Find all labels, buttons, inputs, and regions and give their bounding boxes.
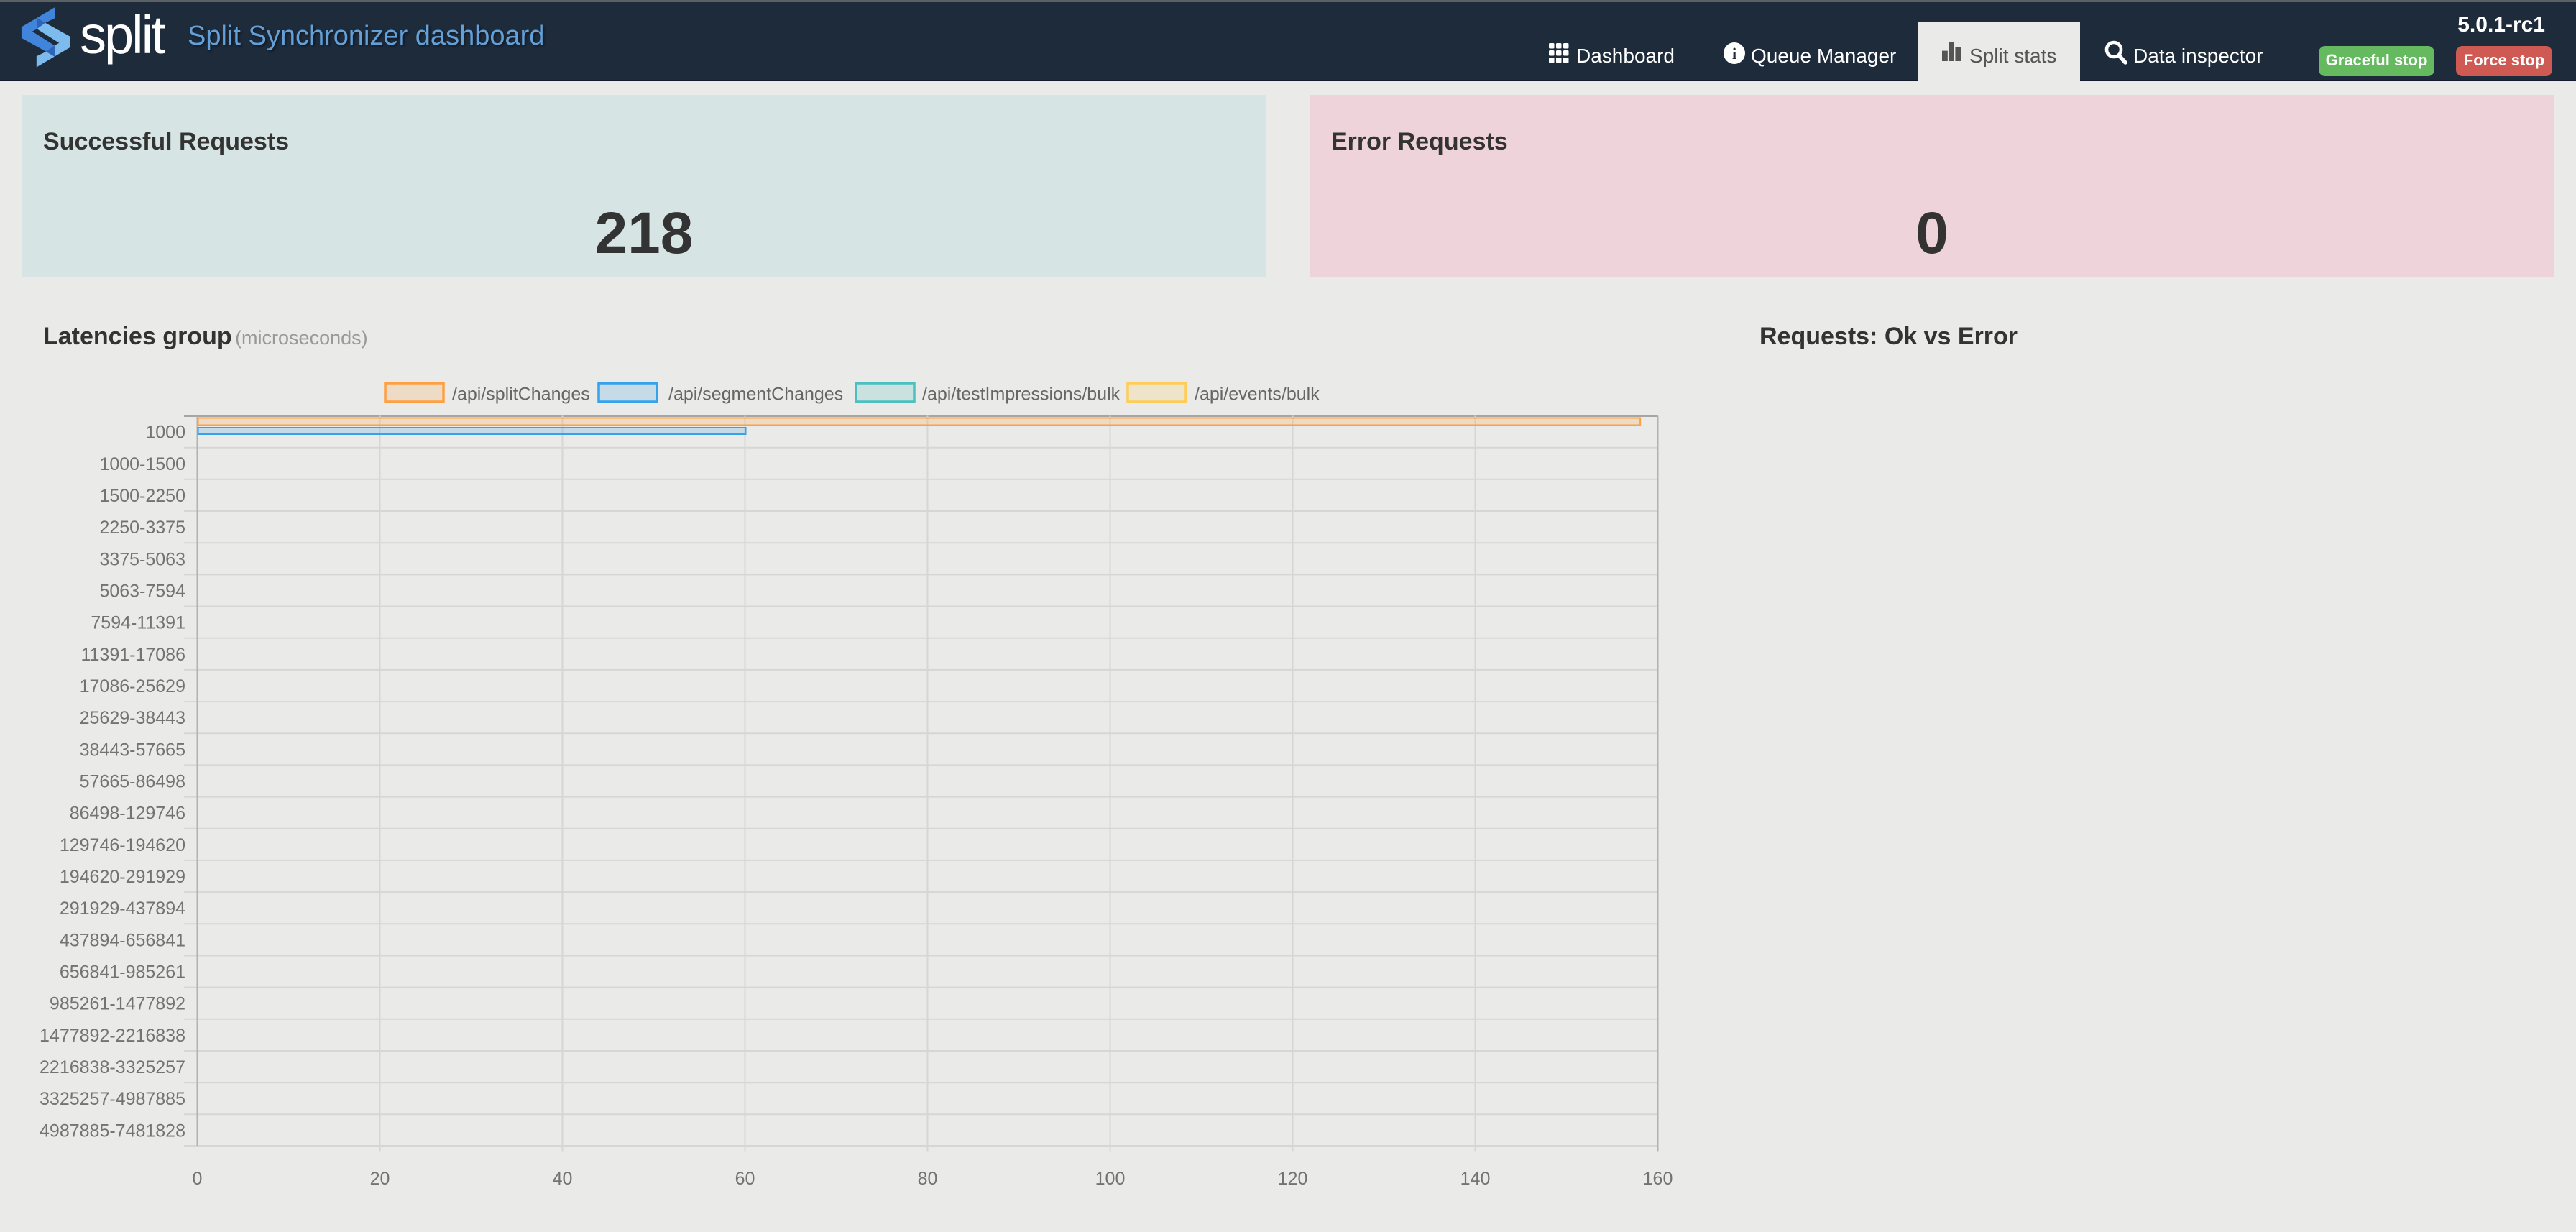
svg-text:1477892-2216838: 1477892-2216838 [40,1026,185,1046]
svg-text:437894-656841: 437894-656841 [60,930,185,950]
svg-text:17086-25629: 17086-25629 [80,676,185,697]
svg-text:100: 100 [1095,1169,1126,1189]
svg-text:38443-57665: 38443-57665 [80,740,185,760]
svg-text:20: 20 [370,1169,390,1189]
svg-text:/api/segmentChanges: /api/segmentChanges [668,385,843,405]
svg-text:11391-17086: 11391-17086 [80,645,185,665]
svg-text:0: 0 [193,1169,203,1189]
svg-text:i: i [1732,45,1736,63]
svg-text:57665-86498: 57665-86498 [80,772,185,792]
svg-text:80: 80 [918,1169,938,1189]
svg-text:4987885-7481828: 4987885-7481828 [40,1121,185,1141]
svg-text:7594-11391: 7594-11391 [91,613,185,633]
svg-text:120: 120 [1278,1169,1308,1189]
svg-text:291929-437894: 291929-437894 [60,898,185,919]
svg-text:25629-38443: 25629-38443 [80,708,185,728]
svg-text:/api/splitChanges: /api/splitChanges [452,385,590,405]
svg-text:1500-2250: 1500-2250 [99,486,185,506]
svg-text:140: 140 [1460,1169,1491,1189]
svg-text:1000: 1000 [145,423,185,443]
svg-text:129746-194620: 129746-194620 [60,835,185,855]
svg-text:5063-7594: 5063-7594 [99,581,185,602]
svg-text:/api/testImpressions/bulk: /api/testImpressions/bulk [922,385,1121,405]
svg-text:/api/events/bulk: /api/events/bulk [1195,385,1320,405]
svg-text:194620-291929: 194620-291929 [60,867,185,887]
svg-text:86498-129746: 86498-129746 [70,804,185,824]
svg-text:3375-5063: 3375-5063 [99,549,185,569]
svg-text:2216838-3325257: 2216838-3325257 [40,1057,185,1077]
svg-text:40: 40 [553,1169,573,1189]
svg-text:2250-3375: 2250-3375 [99,518,185,538]
svg-text:1000-1500: 1000-1500 [99,454,185,474]
svg-text:160: 160 [1643,1169,1673,1189]
svg-text:60: 60 [735,1169,755,1189]
svg-text:985261-1477892: 985261-1477892 [50,994,185,1014]
svg-text:3325257-4987885: 3325257-4987885 [40,1089,185,1109]
svg-text:656841-985261: 656841-985261 [60,962,185,983]
